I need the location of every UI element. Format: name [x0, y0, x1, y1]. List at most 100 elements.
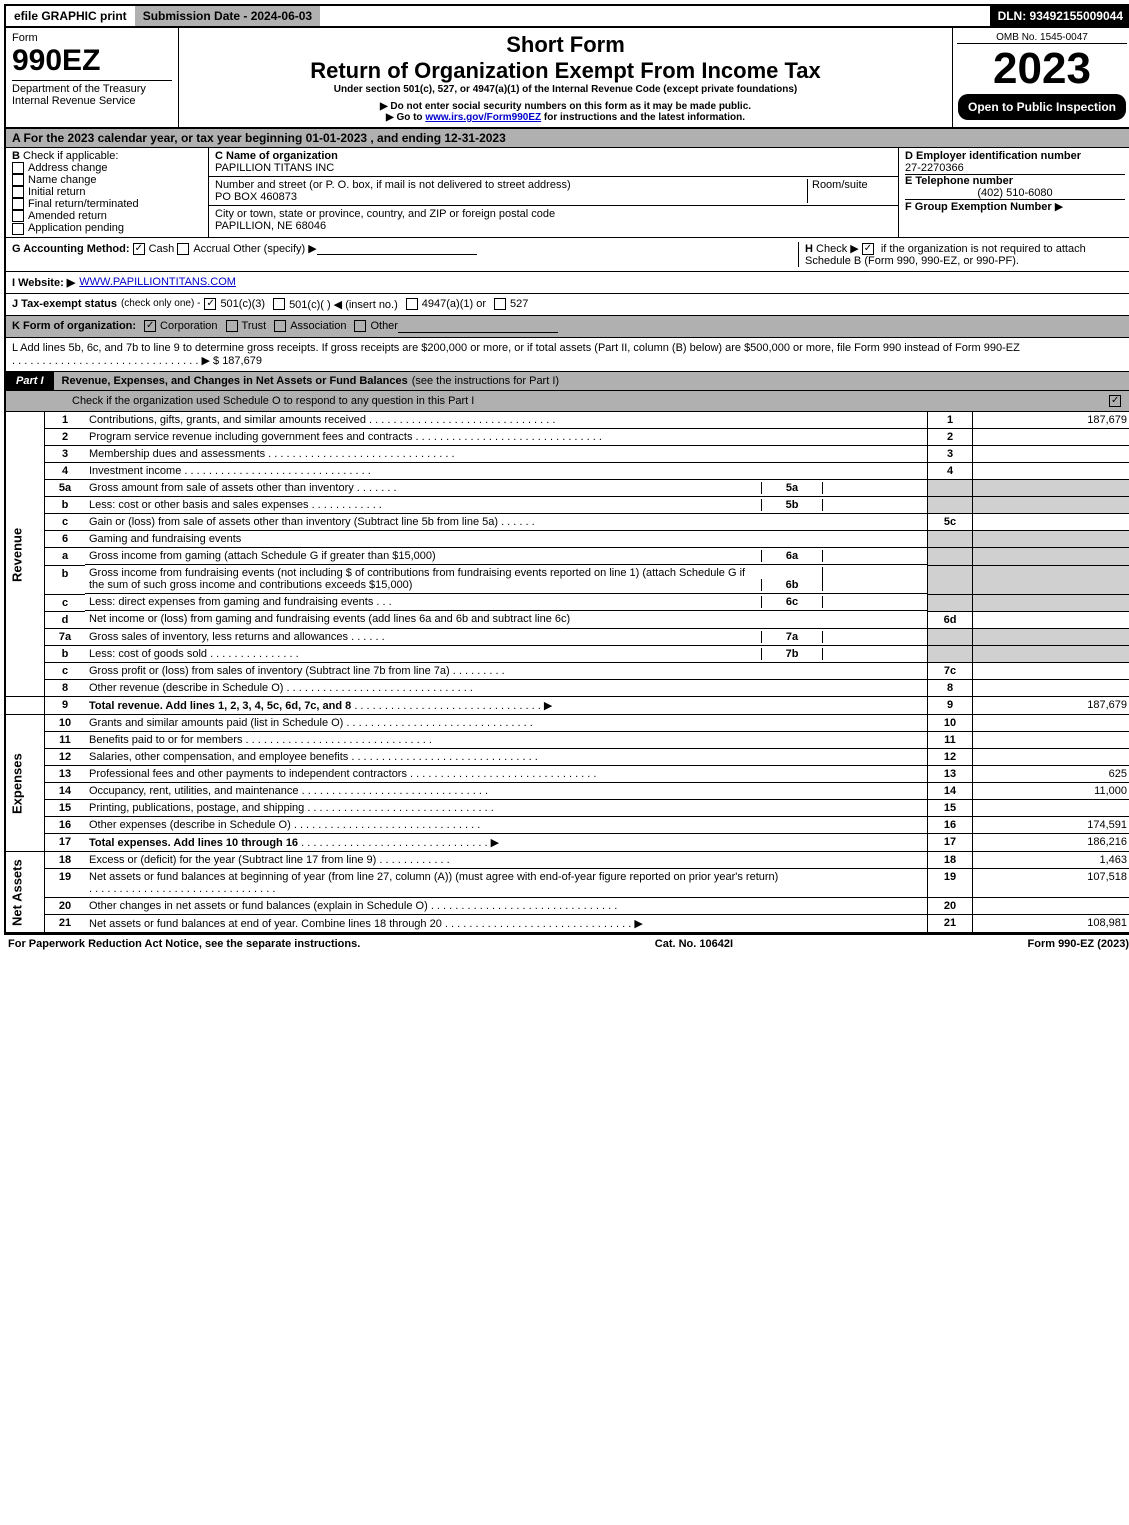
opt-final-return: Final return/terminated: [28, 198, 139, 210]
checkbox-other-org[interactable]: [354, 320, 366, 332]
opt-name-change: Name change: [28, 174, 97, 186]
sub-box: 6a: [761, 550, 822, 562]
checkbox-527[interactable]: [494, 298, 506, 310]
checkbox-schedule-b[interactable]: [862, 243, 874, 255]
ein-value: 27-2270366: [905, 162, 964, 174]
checkbox-address-change[interactable]: [12, 162, 24, 174]
line-box: [928, 628, 973, 646]
line-desc: Gross income from fundraising events (no…: [89, 567, 761, 591]
line-desc: Net income or (loss) from gaming and fun…: [89, 613, 570, 625]
checkbox-corporation[interactable]: [144, 320, 156, 332]
checkbox-accrual[interactable]: [177, 243, 189, 255]
line-desc: Occupancy, rent, utilities, and maintena…: [89, 785, 299, 797]
checkbox-501c[interactable]: [273, 298, 285, 310]
line-num: b: [45, 565, 86, 594]
line-box: 21: [928, 915, 973, 933]
ssn-warning: ▶ Do not enter social security numbers o…: [183, 101, 948, 112]
line-desc: Excess or (deficit) for the year (Subtra…: [89, 854, 376, 866]
j-label: J Tax-exempt status: [12, 298, 117, 311]
line-amount: 11,000: [973, 783, 1129, 800]
footer-right: Form 990-EZ (2023): [1028, 938, 1129, 950]
line-amount: [973, 594, 1129, 611]
org-city: PAPILLION, NE 68046: [215, 220, 326, 232]
line-num: 19: [45, 869, 86, 898]
line-amount: 174,591: [973, 817, 1129, 834]
tax-year: 2023: [957, 44, 1127, 94]
other-org-input[interactable]: [398, 320, 558, 333]
line-box: 4: [928, 462, 973, 479]
line-desc: Other expenses (describe in Schedule O): [89, 819, 291, 831]
checkbox-application-pending[interactable]: [12, 223, 24, 235]
main-title: Return of Organization Exempt From Incom…: [183, 58, 948, 84]
line-amount: [973, 565, 1129, 594]
sub-amount: [822, 631, 923, 643]
other-specify-input[interactable]: [317, 242, 477, 255]
line-box: [928, 548, 973, 566]
line-num: 16: [45, 817, 86, 834]
opt-other-org: Other: [370, 320, 398, 333]
line-amount: [973, 428, 1129, 445]
opt-association: Association: [290, 320, 346, 333]
line-desc: Gross sales of inventory, less returns a…: [89, 631, 348, 643]
line-desc: Less: cost or other basis and sales expe…: [89, 499, 309, 511]
line-box: 10: [928, 715, 973, 732]
line-num: 17: [45, 834, 86, 852]
f-label: F Group Exemption Number: [905, 201, 1052, 213]
form-number: 990EZ: [12, 44, 172, 78]
opt-other-specify: Other (specify) ▶: [233, 243, 317, 255]
row-gh: G Accounting Method: Cash Accrual Other …: [4, 238, 1129, 272]
line-num: 11: [45, 732, 86, 749]
c-street-label: Number and street (or P. O. box, if mail…: [215, 179, 571, 191]
line-box: 12: [928, 749, 973, 766]
checkbox-name-change[interactable]: [12, 174, 24, 186]
line-amount: 1,463: [973, 852, 1129, 869]
line-num: 10: [45, 715, 86, 732]
line-amount: [973, 898, 1129, 915]
sub-box: 7b: [761, 648, 822, 660]
opt-initial-return: Initial return: [28, 186, 85, 198]
checkbox-schedule-o[interactable]: [1109, 395, 1121, 407]
line-amount: [973, 680, 1129, 697]
dln: DLN: 93492155009044: [990, 6, 1129, 26]
line-desc: Professional fees and other payments to …: [89, 768, 407, 780]
open-to-public: Open to Public Inspection: [958, 94, 1126, 120]
b-check-if: Check if applicable:: [23, 150, 118, 162]
line-box: [928, 646, 973, 663]
irs-link[interactable]: www.irs.gov/Form990EZ: [425, 112, 541, 123]
efile-print: efile GRAPHIC print: [6, 6, 135, 26]
checkbox-final-return[interactable]: [12, 198, 24, 210]
checkbox-cash[interactable]: [133, 243, 145, 255]
dept-treasury: Department of the Treasury: [12, 83, 146, 95]
c-city-label: City or town, state or province, country…: [215, 208, 555, 220]
line-num: 12: [45, 749, 86, 766]
checkbox-501c3[interactable]: [204, 298, 216, 310]
c-name-label: C Name of organization: [215, 150, 338, 162]
line-box: [928, 594, 973, 611]
line-amount: [973, 715, 1129, 732]
go-to-instructions: ▶ Go to www.irs.gov/Form990EZ for instru…: [183, 112, 948, 123]
line-num: 20: [45, 898, 86, 915]
checkbox-4947[interactable]: [406, 298, 418, 310]
sub-amount: [822, 550, 923, 562]
part1-table: Revenue 1 Contributions, gifts, grants, …: [4, 412, 1129, 934]
website-link[interactable]: WWW.PAPILLIONTITANS.COM: [79, 276, 236, 289]
footer-left: For Paperwork Reduction Act Notice, see …: [8, 938, 360, 950]
line-amount: 187,679: [973, 697, 1129, 715]
footer-catalog: Cat. No. 10642I: [655, 938, 733, 950]
j-note: (check only one) -: [121, 298, 200, 311]
line-desc: Gaming and fundraising events: [89, 533, 241, 545]
line-box: 17: [928, 834, 973, 852]
checkbox-initial-return[interactable]: [12, 186, 24, 198]
line-desc: Other changes in net assets or fund bala…: [89, 900, 428, 912]
l-amount: $ 187,679: [213, 355, 262, 367]
line-desc: Benefits paid to or for members: [89, 734, 242, 746]
line-num: c: [45, 594, 86, 611]
line-box: [928, 531, 973, 548]
checkbox-association[interactable]: [274, 320, 286, 332]
line-num: 15: [45, 800, 86, 817]
line-num: b: [45, 497, 86, 514]
irs-label: Internal Revenue Service: [12, 95, 136, 107]
line-desc: Printing, publications, postage, and shi…: [89, 802, 304, 814]
checkbox-trust[interactable]: [226, 320, 238, 332]
checkbox-amended-return[interactable]: [12, 210, 24, 222]
